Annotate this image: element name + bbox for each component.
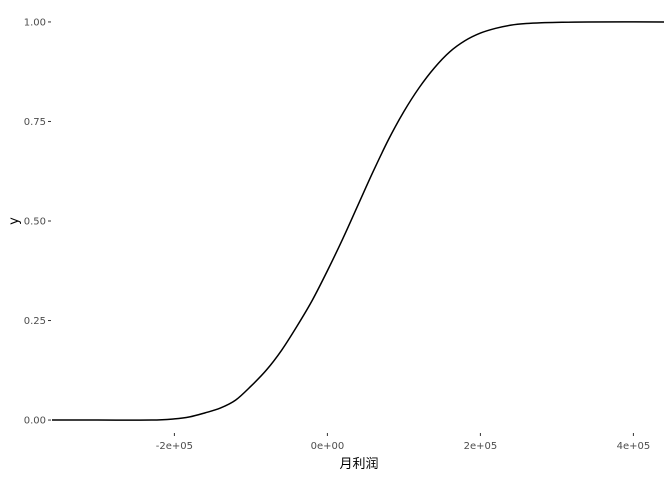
series-layer xyxy=(52,21,665,421)
x-axis-title: 月利润 xyxy=(339,457,378,472)
y-axis: 0.00 0.25 0.50 0.75 1.00 xyxy=(24,17,51,427)
x-tick-label: -2e+05 xyxy=(156,441,193,452)
y-tick-label: 0.25 xyxy=(24,316,46,327)
y-tick-label: 0.00 xyxy=(24,416,46,427)
x-axis: -2e+05 0e+00 2e+05 4e+05 xyxy=(156,433,650,452)
y-tick-label: 0.75 xyxy=(24,117,46,128)
y-tick-label: 0.50 xyxy=(24,217,46,228)
x-tick-label: 4e+05 xyxy=(617,441,651,452)
series-line xyxy=(52,21,665,421)
y-tick-label: 1.00 xyxy=(24,17,46,28)
x-tick-label: 0e+00 xyxy=(311,441,345,452)
y-axis-title: y xyxy=(7,217,22,225)
x-tick-label: 2e+05 xyxy=(464,441,498,452)
